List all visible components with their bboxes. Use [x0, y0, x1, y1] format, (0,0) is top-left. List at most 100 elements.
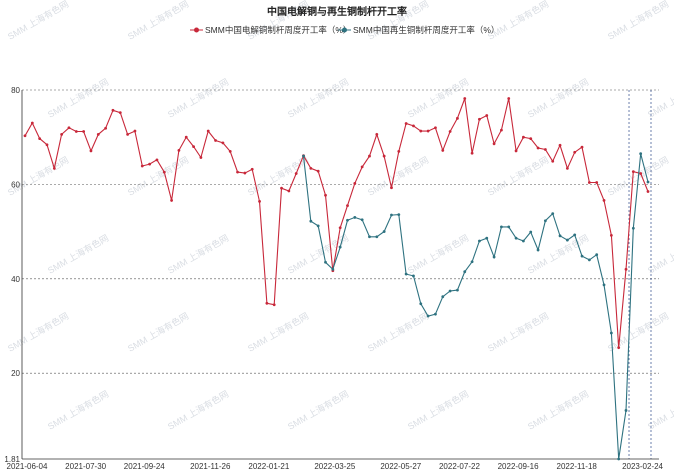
watermark-text: SMM 上海有色网: [6, 0, 71, 42]
data-point-0: [543, 148, 547, 151]
data-point-1: [631, 226, 635, 230]
data-point-0: [412, 124, 415, 128]
watermark-text: SMM 上海有色网: [286, 388, 351, 432]
data-point-0: [155, 158, 159, 162]
x-tick-label: 2023-02-24: [622, 462, 663, 471]
data-point-1: [456, 288, 459, 292]
data-point-0: [529, 137, 533, 141]
watermark-text: SMM 上海有色网: [166, 388, 231, 432]
data-point-1: [624, 409, 628, 412]
data-point-1: [404, 272, 408, 276]
data-point-1: [646, 180, 650, 184]
data-point-1: [324, 260, 327, 264]
data-point-1: [338, 245, 342, 249]
data-point-0: [522, 135, 525, 139]
data-point-0: [96, 132, 100, 136]
y-tick-label: 80: [11, 86, 20, 95]
watermark-text: SMM 上海有色网: [366, 310, 431, 354]
watermark-text: SMM 上海有色网: [486, 0, 551, 42]
data-point-1: [463, 270, 467, 274]
data-point-1: [551, 212, 555, 216]
y-tick-label: 1.81: [4, 455, 20, 464]
legend-item-electrolytic[interactable]: SMM中国电解铜制杆周度开工率（%）: [190, 25, 351, 35]
data-point-0: [118, 111, 122, 115]
data-point-0: [140, 164, 144, 168]
data-point-1: [609, 331, 613, 335]
legend[interactable]: SMM中国电解铜制杆周度开工率（%） SMM中国再生铜制杆周度开工率（%）: [190, 25, 499, 35]
watermark-text: SMM 上海有色网: [166, 232, 231, 276]
data-point-0: [456, 116, 459, 120]
data-point-0: [382, 154, 386, 158]
data-point-1: [558, 234, 562, 238]
watermark-text: SMM 上海有色网: [526, 388, 591, 432]
watermark-text: SMM 上海有色网: [406, 388, 471, 432]
data-point-0: [492, 142, 496, 146]
watermark-layer: SMM 上海有色网 SMM 上海有色网 SMM 上海有色网 SMM 上海有色网 SMM …: [6, 0, 674, 432]
data-point-0: [426, 129, 430, 133]
data-point-0: [265, 301, 269, 305]
data-point-0: [280, 186, 283, 190]
watermark-text: SMM 上海有色网: [646, 232, 674, 276]
watermark-text: SMM 上海有色网: [46, 388, 111, 432]
data-point-1: [346, 218, 349, 222]
data-point-1: [573, 233, 577, 237]
data-point-0: [565, 166, 569, 170]
data-point-0: [397, 149, 401, 153]
data-point-0: [250, 167, 254, 171]
data-point-0: [74, 130, 78, 133]
legend-label-recycled: SMM中国再生铜制杆周度开工率（%）: [353, 25, 499, 35]
data-point-0: [595, 181, 599, 184]
data-point-0: [221, 141, 225, 145]
data-point-1: [602, 283, 606, 287]
data-point-1: [368, 235, 371, 239]
watermark-text: SMM 上海有色网: [606, 154, 671, 198]
data-point-1: [316, 224, 320, 228]
watermark-text: SMM 上海有色网: [126, 0, 191, 42]
data-point-0: [602, 199, 606, 202]
data-point-1: [536, 248, 540, 252]
data-point-0: [338, 226, 342, 230]
data-point-0: [89, 149, 93, 153]
data-point-1: [390, 213, 393, 217]
data-point-0: [419, 129, 423, 133]
chart-title: 中国电解铜与再生铜制杆开工率: [267, 5, 407, 18]
data-point-0: [162, 170, 166, 174]
watermark-text: SMM 上海有色网: [6, 154, 71, 198]
data-point-0: [228, 149, 232, 153]
watermark-text: SMM 上海有色网: [246, 310, 311, 354]
watermark-text: SMM 上海有色网: [406, 232, 471, 276]
data-point-1: [360, 218, 364, 222]
data-point-0: [126, 132, 130, 136]
data-point-0: [587, 181, 591, 184]
legend-item-recycled[interactable]: SMM中国再生铜制杆周度开工率（%）: [338, 25, 499, 35]
watermark-text: SMM 上海有色网: [286, 232, 351, 276]
watermark-text: SMM 上海有色网: [486, 310, 551, 354]
data-point-0: [104, 126, 108, 130]
x-tick-label: 2022-03-25: [314, 462, 355, 471]
data-point-1: [485, 236, 489, 240]
data-point-1: [492, 255, 496, 259]
data-point-1: [587, 258, 591, 262]
data-point-0: [580, 145, 584, 149]
data-point-0: [23, 134, 27, 138]
x-tick-label: 2021-11-26: [190, 462, 231, 471]
watermark-text: SMM 上海有色网: [126, 310, 191, 354]
watermark-text: SMM 上海有色网: [246, 154, 311, 198]
data-point-1: [478, 239, 481, 243]
data-point-1: [507, 225, 511, 229]
data-point-0: [536, 146, 540, 150]
data-point-0: [448, 130, 452, 133]
watermark-text: SMM 上海有色网: [46, 76, 111, 120]
data-point-0: [38, 137, 42, 141]
data-point-0: [617, 346, 621, 350]
data-point-0: [404, 122, 408, 125]
legend-label-electrolytic: SMM中国电解铜制杆周度开工率（%）: [205, 25, 351, 35]
x-tick-label: 2022-01-21: [248, 462, 289, 471]
watermark-text: SMM 上海有色网: [646, 388, 674, 432]
data-point-0: [573, 150, 577, 154]
data-point-0: [624, 267, 628, 271]
data-point-0: [148, 162, 152, 166]
watermark-text: SMM 上海有色网: [6, 310, 71, 354]
data-point-0: [67, 126, 71, 130]
